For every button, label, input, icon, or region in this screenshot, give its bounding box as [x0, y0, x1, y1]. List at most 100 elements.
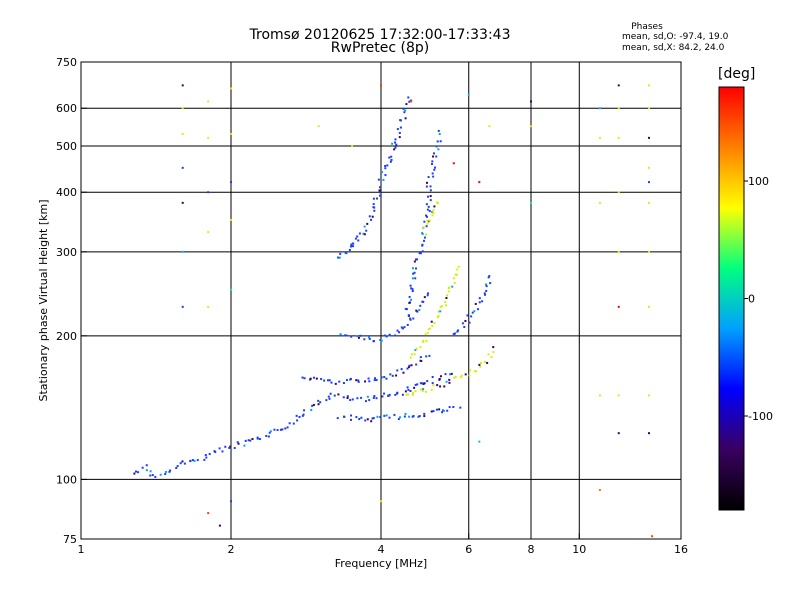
data-point: [396, 329, 399, 332]
data-point: [450, 372, 453, 375]
data-point: [403, 415, 406, 418]
data-point: [405, 103, 408, 106]
data-point: [368, 380, 371, 383]
data-point: [409, 317, 412, 320]
data-point: [218, 447, 221, 450]
data-point: [382, 178, 385, 181]
data-point: [385, 414, 388, 417]
data-point: [207, 136, 210, 139]
data-point: [456, 330, 459, 333]
data-point: [432, 208, 435, 211]
data-point: [432, 384, 435, 387]
data-points: [133, 84, 654, 538]
data-point: [258, 438, 261, 441]
data-point: [389, 373, 392, 376]
y-tick-label: 600: [56, 102, 77, 115]
data-point: [394, 146, 397, 149]
data-point: [415, 267, 418, 270]
data-point: [372, 396, 375, 399]
data-point: [179, 462, 182, 465]
data-point: [410, 100, 413, 103]
data-point: [397, 418, 400, 421]
data-point: [413, 260, 416, 263]
data-point: [459, 406, 462, 409]
data-point: [288, 422, 291, 425]
data-point: [439, 306, 442, 309]
data-point: [326, 379, 329, 382]
data-point: [391, 142, 394, 145]
y-axis: 75 100 200 300 400 500 600 750: [56, 56, 87, 546]
data-point: [405, 308, 408, 311]
data-point: [448, 378, 451, 381]
data-point: [350, 335, 353, 338]
data-point: [485, 283, 488, 286]
data-point: [404, 307, 407, 310]
data-point: [414, 383, 417, 386]
data-point: [438, 132, 441, 135]
data-point: [284, 427, 287, 430]
data-point: [470, 315, 473, 318]
data-point: [364, 400, 367, 403]
data-point: [411, 392, 414, 395]
data-point: [426, 222, 429, 225]
data-point: [389, 160, 392, 163]
data-point: [350, 245, 353, 248]
data-point: [355, 335, 358, 338]
data-point: [407, 393, 410, 396]
data-point: [372, 417, 375, 420]
data-point: [375, 378, 378, 381]
data-point: [420, 388, 423, 391]
data-point: [427, 328, 430, 331]
data-point: [372, 203, 375, 206]
data-point: [404, 109, 407, 112]
colorbar-tick-label: -100: [748, 410, 773, 423]
data-point: [530, 201, 532, 204]
data-point: [474, 302, 477, 305]
data-point: [437, 148, 440, 151]
data-point: [409, 390, 412, 393]
phases-legend-heading: Phases: [631, 22, 663, 32]
data-point: [228, 446, 231, 449]
data-point: [431, 214, 434, 217]
phases-o-stats: mean, sd,O: -97.4, 19.0: [622, 32, 729, 42]
data-point: [181, 132, 184, 135]
data-point: [149, 474, 152, 477]
data-point: [387, 394, 390, 397]
data-point: [423, 239, 426, 242]
data-point: [384, 164, 387, 167]
data-point: [421, 231, 424, 234]
data-point: [378, 189, 381, 192]
data-point: [380, 376, 383, 379]
data-point: [399, 416, 402, 419]
data-point: [530, 125, 532, 128]
data-point: [320, 378, 323, 381]
colorbar: 100 0 -100: [718, 86, 773, 511]
data-point: [317, 125, 320, 128]
data-point: [370, 420, 373, 423]
data-point: [426, 380, 429, 383]
data-point: [204, 454, 207, 457]
data-point: [427, 195, 430, 198]
data-point: [269, 430, 272, 433]
data-point: [427, 205, 430, 208]
data-point: [431, 376, 434, 379]
x-tick-label: 8: [528, 543, 535, 556]
x-axis: 1 2 4 6 8 10 16: [78, 533, 688, 556]
y-tick-label: 300: [56, 246, 77, 259]
data-point: [446, 409, 449, 412]
data-point: [406, 386, 409, 389]
data-point: [449, 373, 452, 376]
data-point: [388, 333, 391, 336]
data-point: [390, 155, 393, 158]
data-point: [339, 252, 342, 255]
data-point: [647, 84, 650, 87]
data-point: [230, 500, 232, 503]
data-point: [338, 256, 341, 259]
data-point: [358, 232, 361, 235]
data-point: [647, 166, 650, 169]
data-point: [381, 171, 384, 174]
data-point: [330, 381, 333, 384]
data-point: [208, 453, 211, 456]
data-point: [396, 128, 399, 131]
data-point: [478, 363, 481, 366]
